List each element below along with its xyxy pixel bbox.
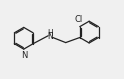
Text: N: N <box>47 32 53 41</box>
Text: H: H <box>47 29 53 38</box>
Text: Cl: Cl <box>74 15 83 24</box>
Text: N: N <box>21 51 27 60</box>
